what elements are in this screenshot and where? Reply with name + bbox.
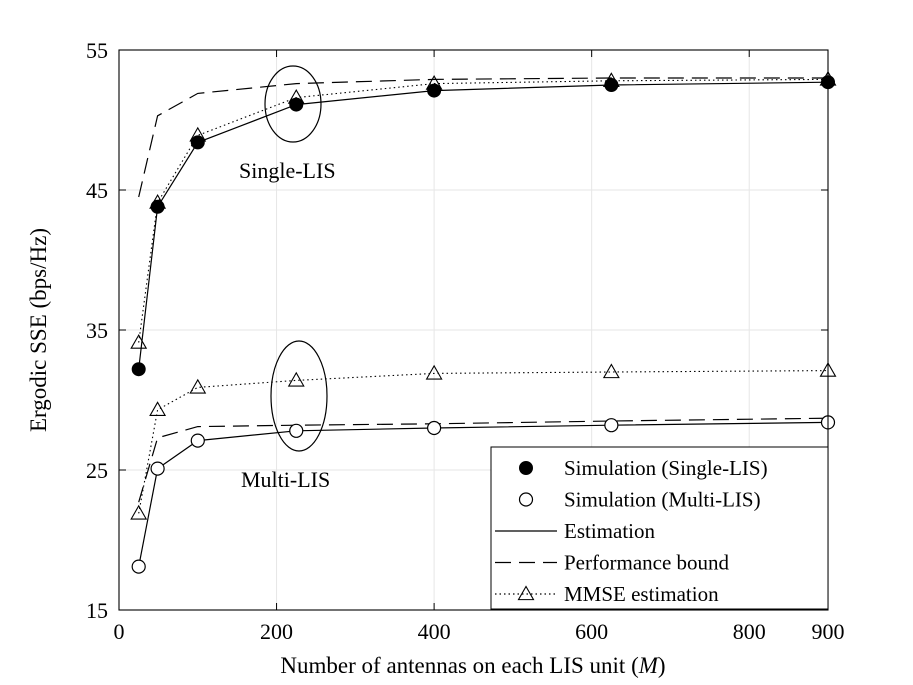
data-point-sim-single-3 bbox=[289, 97, 304, 112]
axes: 0 200 400 600 800 900 15 25 35 45 55 bbox=[86, 38, 845, 644]
annotation-single-lis: Single-LIS bbox=[239, 158, 336, 183]
data-point-mmse-multi-4 bbox=[425, 364, 443, 380]
x-tick-label-0: 0 bbox=[114, 619, 125, 644]
data-point-mmse-multi-0 bbox=[130, 504, 148, 520]
series-mmse-multi bbox=[130, 361, 837, 520]
legend-entry-4: MMSE estimation bbox=[495, 582, 719, 606]
x-tick-label-3: 600 bbox=[575, 619, 608, 644]
x-tick-label-2: 400 bbox=[418, 619, 451, 644]
y-tick-label-1: 25 bbox=[86, 458, 108, 483]
x-axis-label: Number of antennas on each LIS unit (M) bbox=[280, 653, 665, 678]
y-tick-label-3: 45 bbox=[86, 178, 108, 203]
data-point-sim-multi-4 bbox=[427, 420, 442, 436]
legend-marker-0 bbox=[519, 461, 533, 475]
legend-label-2: Estimation bbox=[564, 519, 655, 543]
data-point-sim-multi-3 bbox=[289, 423, 304, 438]
x-tick-label-1: 200 bbox=[260, 619, 293, 644]
data-point-sim-single-4 bbox=[427, 83, 442, 98]
annotations: Single-LIS Multi-LIS bbox=[239, 65, 336, 492]
y-axis-label: Ergodic SSE (bps/Hz) bbox=[26, 228, 51, 432]
x-tick-label-5: 900 bbox=[812, 619, 845, 644]
series-sim-single bbox=[131, 75, 835, 377]
data-point-sim-multi-0 bbox=[131, 559, 146, 574]
data-point-sim-single-5 bbox=[604, 78, 619, 92]
data-point-sim-single-1 bbox=[150, 199, 165, 214]
data-point-sim-single-0 bbox=[131, 362, 146, 377]
legend-label-3: Performance bound bbox=[564, 551, 730, 575]
data-point-sim-multi-2 bbox=[190, 433, 205, 448]
data-point-sim-single-2 bbox=[190, 135, 205, 150]
legend-label-0: Simulation (Single-LIS) bbox=[564, 456, 768, 480]
data-point-mmse-multi-3 bbox=[287, 371, 305, 387]
legend-box bbox=[490, 446, 829, 610]
data-point-mmse-multi-2 bbox=[189, 378, 207, 394]
legend-entry-1: Simulation (Multi-LIS) bbox=[518, 488, 761, 512]
y-tick-label-2: 35 bbox=[86, 318, 108, 343]
legend-entry-0: Simulation (Single-LIS) bbox=[519, 456, 768, 480]
legend: Simulation (Single-LIS) Simulation (Multi… bbox=[490, 446, 829, 610]
series-sim-multi bbox=[131, 415, 836, 574]
legend-label-1: Simulation (Multi-LIS) bbox=[564, 488, 761, 512]
single-lis-ellipse bbox=[264, 65, 322, 143]
legend-marker-1 bbox=[518, 492, 534, 507]
legend-entry-3: Performance bound bbox=[495, 551, 730, 575]
legend-label-4: MMSE estimation bbox=[564, 582, 719, 606]
x-tick-label-4: 800 bbox=[733, 619, 766, 644]
series-layer bbox=[130, 70, 837, 574]
y-tick-label-4: 55 bbox=[86, 38, 108, 63]
multi-lis-ellipse bbox=[270, 340, 328, 452]
y-tick-label-0: 15 bbox=[86, 598, 108, 623]
data-point-mmse-multi-5 bbox=[602, 363, 620, 379]
legend-marker-4 bbox=[517, 585, 535, 601]
data-point-sim-multi-5 bbox=[604, 418, 619, 433]
data-point-sim-multi-1 bbox=[150, 461, 165, 476]
legend-entry-2: Estimation bbox=[495, 519, 655, 543]
data-point-mmse-multi-1 bbox=[149, 401, 167, 416]
annotation-multi-lis: Multi-LIS bbox=[241, 467, 330, 492]
